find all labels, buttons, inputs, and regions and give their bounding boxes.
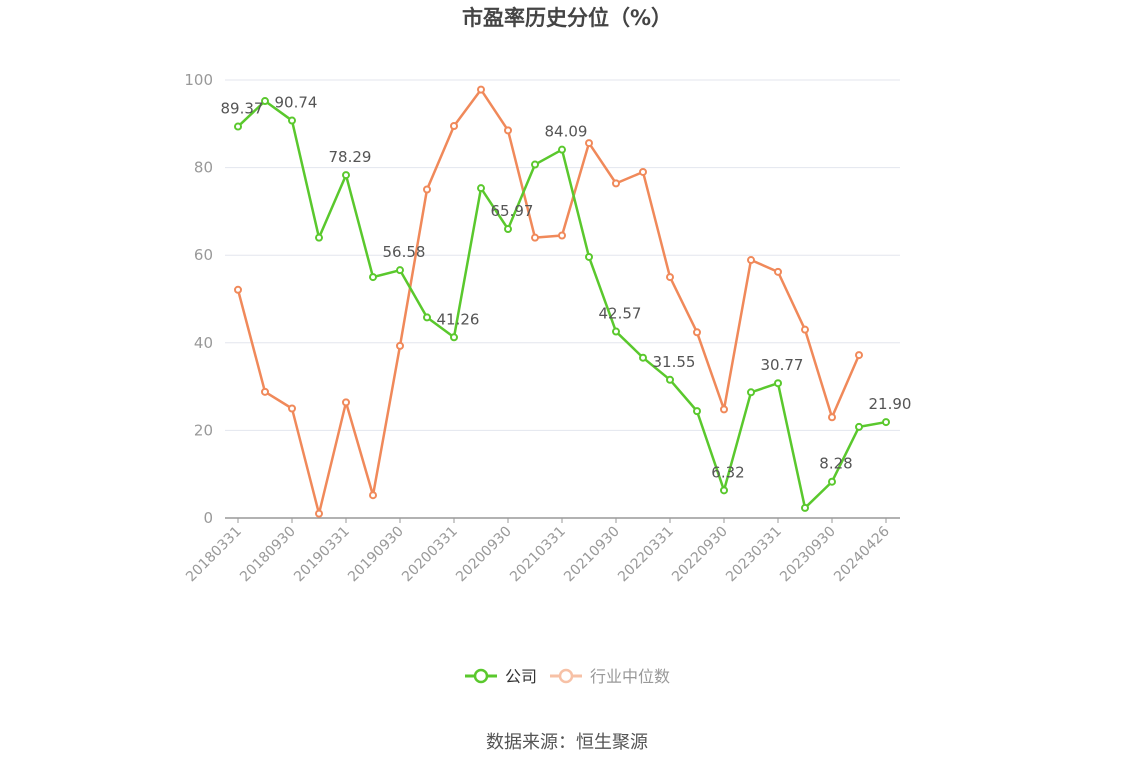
x-tick-label: 20220930 — [669, 524, 731, 586]
data-label: 6.32 — [711, 463, 744, 481]
y-tick-label: 20 — [194, 421, 213, 439]
data-label: 89.37 — [221, 100, 264, 118]
data-label: 90.74 — [275, 94, 318, 112]
data-point[interactable] — [261, 387, 269, 396]
x-tick-label: 20210331 — [507, 524, 569, 586]
data-label: 30.77 — [761, 356, 804, 374]
data-point[interactable] — [693, 328, 701, 337]
y-tick-label: 40 — [194, 334, 213, 352]
data-point[interactable] — [585, 252, 593, 261]
data-point[interactable] — [531, 233, 539, 242]
legend-label-1[interactable]: 行业中位数 — [590, 667, 670, 686]
data-point[interactable] — [774, 267, 782, 276]
data-label: 31.55 — [653, 353, 696, 371]
data-label: 21.90 — [869, 395, 912, 413]
data-point[interactable] — [774, 379, 782, 388]
data-point[interactable] — [396, 266, 404, 275]
data-point[interactable] — [288, 116, 296, 125]
y-tick-label: 0 — [203, 509, 213, 527]
data-point[interactable] — [261, 97, 269, 106]
data-point[interactable] — [612, 179, 620, 188]
legend-label-0[interactable]: 公司 — [505, 667, 537, 686]
data-point[interactable] — [234, 122, 242, 131]
data-point[interactable] — [369, 273, 377, 282]
data-point[interactable] — [693, 407, 701, 416]
x-tick-label: 20230930 — [777, 524, 839, 586]
data-label: 56.58 — [383, 243, 426, 261]
data-point[interactable] — [639, 167, 647, 176]
data-label: 41.26 — [437, 310, 480, 328]
data-point[interactable] — [855, 422, 863, 431]
data-label: 78.29 — [329, 148, 372, 166]
data-point[interactable] — [423, 185, 431, 194]
chart-title: 市盈率历史分位（%） — [461, 6, 673, 30]
data-label: 8.28 — [819, 455, 852, 473]
data-point[interactable] — [747, 256, 755, 265]
data-point[interactable] — [855, 351, 863, 360]
x-tick-label: 20240426 — [831, 523, 893, 585]
series-line-1 — [236, 88, 861, 515]
data-source: 数据来源：恒生聚源 — [486, 732, 648, 753]
data-point[interactable] — [828, 413, 836, 422]
x-tick-label: 20220331 — [615, 524, 677, 586]
data-point[interactable] — [666, 375, 674, 384]
data-point[interactable] — [801, 325, 809, 334]
y-tick-label: 80 — [194, 159, 213, 177]
data-point[interactable] — [504, 225, 512, 234]
x-tick-label: 20230331 — [723, 524, 785, 586]
data-point[interactable] — [342, 171, 350, 180]
data-point[interactable] — [450, 121, 458, 130]
data-point[interactable] — [666, 273, 674, 282]
x-tick-label: 20210930 — [561, 524, 623, 586]
data-point[interactable] — [369, 491, 377, 500]
y-tick-label: 60 — [194, 246, 213, 264]
data-point[interactable] — [423, 313, 431, 322]
data-point[interactable] — [504, 126, 512, 135]
data-point[interactable] — [477, 85, 485, 94]
data-point[interactable] — [882, 418, 890, 427]
y-tick-label: 100 — [184, 71, 213, 89]
data-point[interactable] — [558, 231, 566, 240]
data-point[interactable] — [585, 139, 593, 148]
data-point[interactable] — [288, 404, 296, 413]
data-point[interactable] — [828, 477, 836, 486]
data-point[interactable] — [558, 145, 566, 154]
data-label: 65.97 — [491, 202, 534, 220]
legend-marker-0[interactable] — [473, 668, 489, 684]
x-tick-label: 20190930 — [345, 524, 407, 586]
data-point[interactable] — [720, 405, 728, 414]
data-point[interactable] — [477, 184, 485, 193]
data-point[interactable] — [396, 341, 404, 350]
x-tick-label: 20180930 — [237, 524, 299, 586]
data-point[interactable] — [612, 327, 620, 336]
data-label: 84.09 — [545, 123, 588, 141]
x-tick-label: 20180331 — [183, 524, 245, 586]
legend-marker-1[interactable] — [558, 668, 574, 684]
data-point[interactable] — [342, 398, 350, 407]
data-label: 42.57 — [599, 305, 642, 323]
x-tick-label: 20190331 — [291, 524, 353, 586]
x-tick-label: 20200930 — [453, 524, 515, 586]
data-point[interactable] — [234, 285, 242, 294]
data-point[interactable] — [315, 233, 323, 242]
data-point[interactable] — [639, 353, 647, 362]
data-point[interactable] — [315, 509, 323, 518]
data-point[interactable] — [450, 333, 458, 342]
data-point[interactable] — [801, 503, 809, 512]
data-point[interactable] — [720, 486, 728, 495]
data-point[interactable] — [747, 388, 755, 397]
x-tick-label: 20200331 — [399, 524, 461, 586]
data-point[interactable] — [531, 160, 539, 169]
